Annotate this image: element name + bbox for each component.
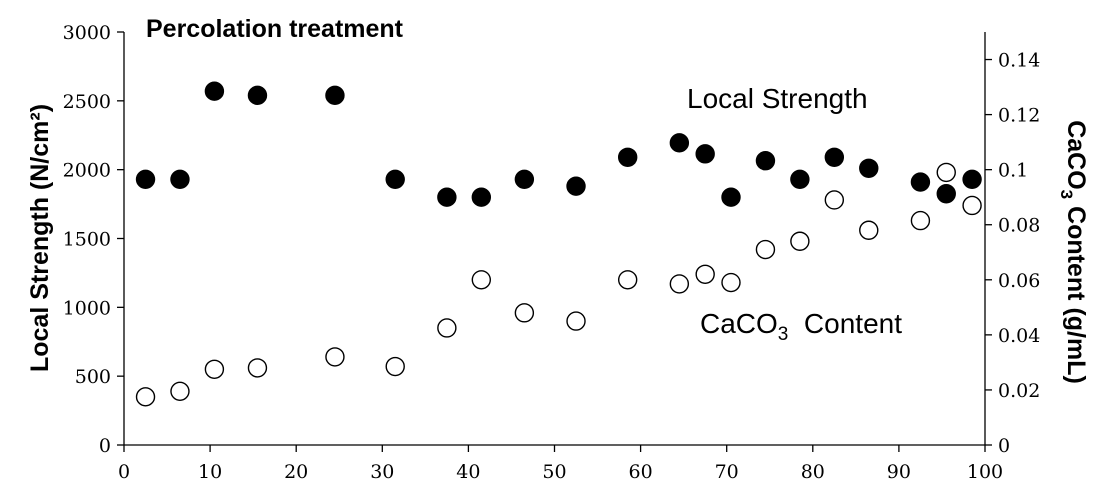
local-strength-point [695,144,715,164]
caco3-content-point [566,311,586,331]
chart-title: Percolation treatment [146,15,404,43]
left-axis-title: Local Strength (N/cm²) [26,104,54,372]
caco3-content-point [859,220,879,240]
caco3-content-point [755,239,776,260]
right-y-tick-label: 0.04 [998,325,1040,347]
caco3-content-point [962,195,982,216]
right-axis-title: CaCO3 Content (g/mL) [1057,120,1090,384]
local-strength-annotation: Local Strength [687,83,868,114]
caco3-content-point [204,359,225,379]
local-strength-point [204,81,225,101]
left-y-tick-label: 1000 [63,297,111,319]
left-y-tick-label: 500 [75,366,111,388]
caco3-content-point [721,272,741,293]
local-strength-point [669,133,690,153]
caco3-content-point [385,356,405,377]
x-tick-label: 30 [370,461,394,483]
x-tick-label: 40 [456,461,480,483]
local-strength-point [325,85,345,106]
x-tick-label: 10 [198,461,222,483]
right-axis-title-subscript: 3 [1057,190,1076,199]
x-tick-label: 70 [715,461,739,483]
caco3-content-point [617,270,638,290]
caco3-content-point [325,347,345,367]
x-tick-label: 20 [284,461,308,483]
right-y-tick-label: 0.06 [998,270,1040,292]
x-tick-label: 90 [887,461,911,483]
caco3-content-point [669,274,690,294]
caco3-content-point [936,162,956,183]
local-strength-point [721,187,741,207]
local-strength-point [437,187,457,207]
caco3-annotation-subscript: 3 [778,324,789,345]
caco3-content-point [514,303,535,323]
local-strength-point [385,169,405,190]
caco3-content-point [910,210,931,231]
local-strength-point [936,184,956,204]
caco3-content-point [437,318,457,338]
caco3-content-point [471,270,492,290]
local-strength-point [247,85,268,106]
caco3-content-annotation: CaCO3 Content [700,308,902,345]
local-strength-point [859,158,879,178]
local-strength-point [617,147,638,167]
caco3-content-point [170,381,190,402]
ticks: 0 10 20 30 40 50 60 70 80 90 100050010001500200025… [63,22,1041,483]
caco3-content-point [247,358,268,378]
x-tick-label: 80 [801,461,825,483]
caco3-content-point [695,264,715,284]
caco3-content-point [790,231,810,251]
local-strength-point [755,151,776,171]
local-strength-point [910,172,931,192]
local-strength-point [566,176,586,196]
right-axis-title-base: CaCO [1062,120,1090,189]
x-tick-label: 100 [967,461,1003,483]
caco3-content-point [824,190,845,210]
x-tick-label: 50 [542,461,566,483]
left-y-tick-label: 0 [99,435,111,457]
right-y-tick-label: 0.1 [998,160,1028,182]
caco3-annotation-base: CaCO [700,308,778,339]
local-strength-point [471,187,492,207]
local-strength-point [790,169,810,190]
local-strength-point [135,169,156,190]
local-strength-point [962,169,982,190]
right-y-tick-label: 0.02 [998,380,1040,402]
local-strength-point [824,147,845,167]
data-points [135,81,982,407]
left-y-tick-label: 2500 [63,91,111,113]
local-strength-point [514,169,535,190]
caco3-content-point [135,387,156,407]
right-y-tick-label: 0 [998,435,1010,457]
right-y-tick-label: 0.08 [998,215,1040,237]
left-y-tick-label: 1500 [63,229,111,251]
caco3-annotation-rest: Content [788,308,902,339]
x-tick-label: 0 [118,461,130,483]
right-y-tick-label: 0.12 [998,105,1040,127]
left-y-tick-label: 3000 [63,22,111,44]
x-tick-label: 60 [629,461,653,483]
right-y-tick-label: 0.14 [998,50,1040,72]
right-axis-title-rest: Content (g/mL) [1062,199,1090,384]
local-strength-point [170,169,190,190]
left-y-tick-label: 2000 [63,160,111,182]
